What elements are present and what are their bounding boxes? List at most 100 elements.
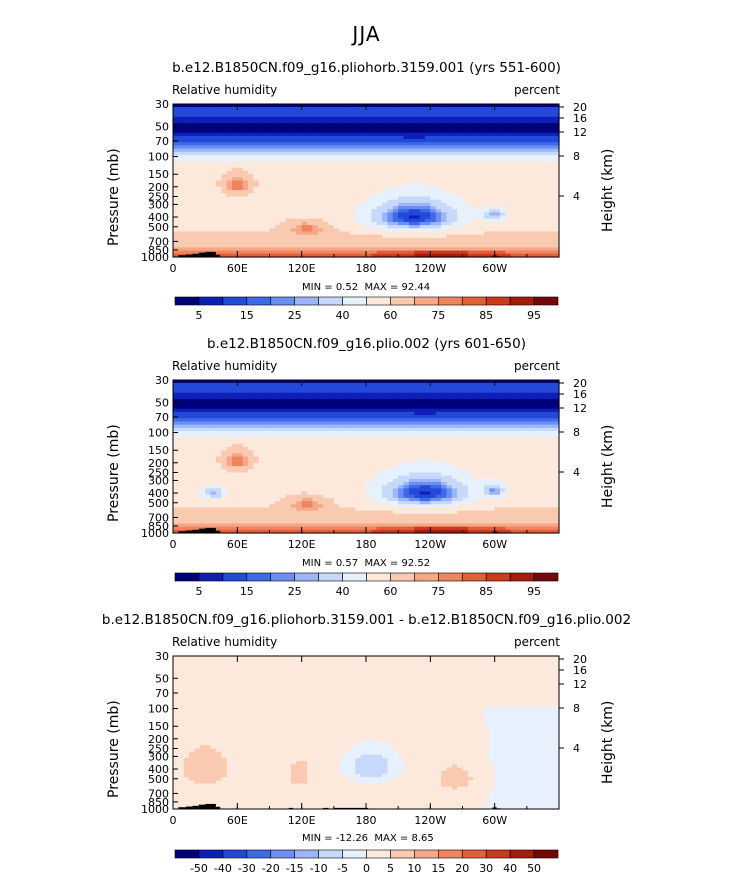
field-cell <box>258 126 265 131</box>
field-cell <box>430 225 437 229</box>
field-cell <box>333 402 340 407</box>
field-cell <box>221 399 228 403</box>
field-cell <box>392 418 399 423</box>
field-cell <box>274 113 281 118</box>
field-cell <box>537 431 544 435</box>
field-cell <box>231 241 238 245</box>
field-cell <box>483 190 490 194</box>
field-cell <box>424 206 431 210</box>
field-cell <box>408 241 415 245</box>
field-cell <box>205 180 212 185</box>
field-cell <box>500 174 506 178</box>
field-cell <box>542 180 549 185</box>
field-cell <box>489 434 496 438</box>
field-cell <box>473 386 480 391</box>
field-cell <box>323 437 330 442</box>
field-cell <box>435 209 442 213</box>
field-cell <box>392 164 399 169</box>
field-cell <box>414 174 421 178</box>
field-cell <box>258 193 265 198</box>
y-tick-label: 200 <box>148 181 169 194</box>
field-cell <box>430 405 437 410</box>
field-cell <box>382 386 389 391</box>
field-cell <box>408 395 415 400</box>
field-cell <box>366 193 372 198</box>
field-cell <box>360 250 367 255</box>
field-cell <box>500 148 506 153</box>
field-cell <box>521 209 528 213</box>
field-cell <box>199 180 206 185</box>
field-cell <box>366 110 372 115</box>
field-cell <box>237 386 244 391</box>
field-cell <box>237 212 244 217</box>
field-cell <box>339 119 346 124</box>
field-cell <box>430 427 437 432</box>
field-cell <box>312 167 319 172</box>
field-cell <box>242 196 249 201</box>
field-cell <box>441 158 448 162</box>
field-cell <box>307 167 313 172</box>
field-cell <box>231 209 238 213</box>
field-cell <box>548 119 555 124</box>
field-cell <box>258 139 265 143</box>
field-cell <box>173 434 179 438</box>
field-cell <box>462 158 469 162</box>
field-cell <box>349 415 356 419</box>
field-cell <box>339 212 346 217</box>
field-cell <box>392 119 399 124</box>
field-cell <box>189 180 196 185</box>
field-cell <box>296 145 303 150</box>
field-cell <box>258 237 265 242</box>
field-cell <box>510 199 517 204</box>
field-cell <box>183 247 190 252</box>
field-cell <box>274 399 281 403</box>
field-cell <box>248 408 255 413</box>
field-cell <box>526 199 533 204</box>
field-cell <box>269 431 276 435</box>
field-cell <box>441 434 448 438</box>
field-cell <box>473 228 480 233</box>
field-cell <box>483 161 490 166</box>
field-cell <box>473 177 480 182</box>
field-cell <box>301 231 308 236</box>
field-cell <box>264 231 271 236</box>
field-cell <box>446 218 453 223</box>
field-cell <box>317 427 324 432</box>
field-cell <box>189 231 196 236</box>
field-cell <box>537 421 544 426</box>
field-cell <box>537 386 544 391</box>
field-cell <box>274 431 281 435</box>
field-cell <box>516 199 523 204</box>
field-cell <box>403 174 410 178</box>
field-cell <box>178 225 185 229</box>
field-cell <box>264 418 271 423</box>
field-cell <box>553 119 560 124</box>
field-cell <box>205 399 212 403</box>
field-cell <box>451 116 458 121</box>
field-cell <box>403 107 410 111</box>
field-cell <box>510 437 517 442</box>
field-cell <box>231 180 238 185</box>
field-cell <box>355 440 362 445</box>
field-cell <box>398 234 405 239</box>
field-cell <box>510 209 517 213</box>
field-cell <box>274 389 281 394</box>
field-cell <box>312 440 319 445</box>
field-cell <box>178 402 185 407</box>
field-cell <box>355 437 362 442</box>
field-cell <box>430 164 437 169</box>
field-cell <box>199 142 206 147</box>
field-cell <box>237 389 244 394</box>
field-cell <box>505 180 512 185</box>
field-cell <box>526 228 533 233</box>
field-cell <box>430 151 437 156</box>
field-cell <box>344 167 351 172</box>
field-cell <box>248 253 255 258</box>
field-cell <box>226 206 233 210</box>
field-cell <box>312 415 319 419</box>
field-cell <box>516 237 523 242</box>
field-cell <box>537 190 544 194</box>
field-cell <box>366 186 372 191</box>
field-cell <box>274 411 281 416</box>
field-cell <box>328 113 335 118</box>
